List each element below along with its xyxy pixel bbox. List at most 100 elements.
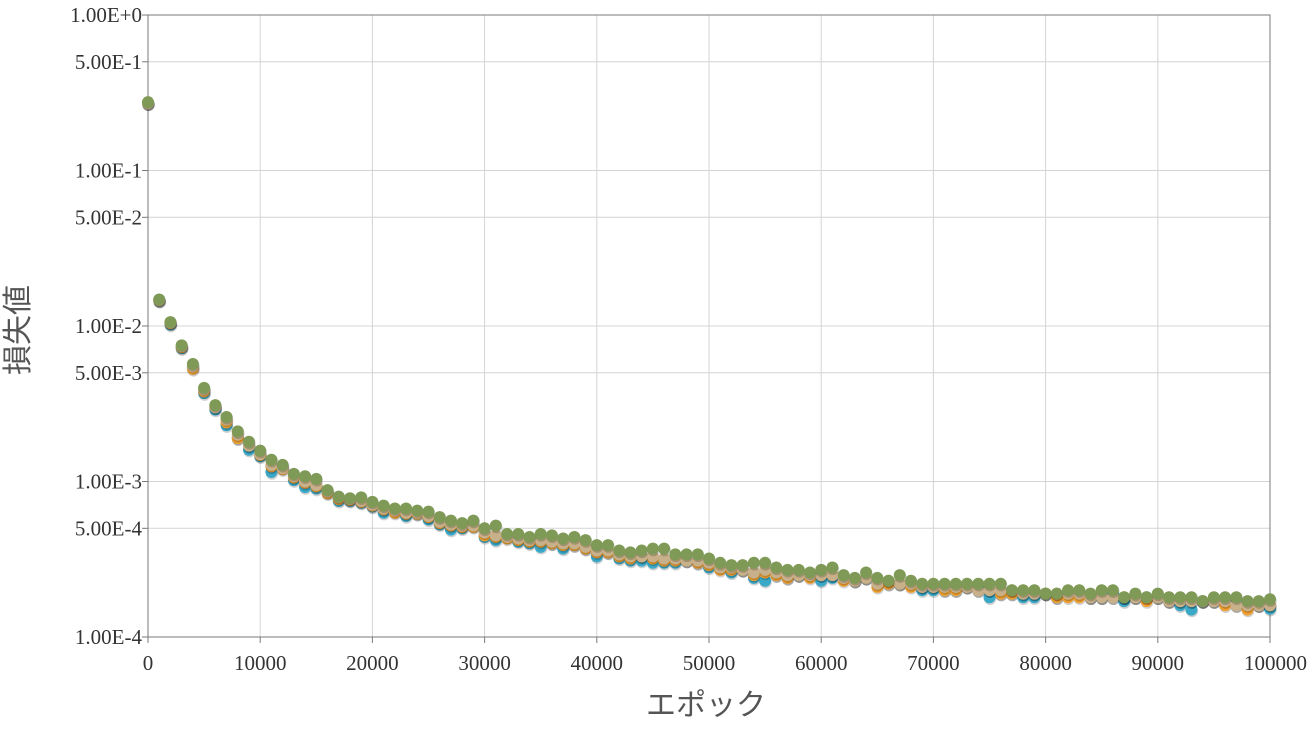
data-point [1017, 584, 1030, 597]
data-point [961, 577, 974, 590]
data-point [1140, 591, 1153, 604]
data-point [1196, 595, 1209, 608]
data-point [467, 514, 480, 527]
y-tick-label: 1.00E+0 [70, 3, 142, 27]
data-point [759, 556, 772, 569]
y-axis-tick-labels: 1.00E+0 5.00E-1 1.00E-1 5.00E-2 1.00E-2 5.00E… [70, 3, 142, 649]
y-tick-label: 5.00E-4 [75, 516, 143, 540]
data-point [287, 467, 300, 480]
data-point [893, 577, 906, 590]
y-tick-label: 1.00E-4 [75, 625, 143, 649]
data-point [332, 490, 345, 503]
data-point [1073, 584, 1086, 597]
data-point [1129, 587, 1142, 600]
data-point [1264, 593, 1276, 606]
data-point [433, 511, 446, 524]
data-point [355, 491, 368, 504]
data-point [489, 519, 502, 532]
data-point [1174, 591, 1187, 604]
data-point [388, 502, 401, 515]
data-point [949, 577, 962, 590]
data-point [568, 530, 581, 543]
data-point [422, 505, 435, 518]
data-point [927, 577, 940, 590]
data-point [747, 566, 760, 579]
data-point [904, 574, 917, 587]
y-tick-label: 5.00E-3 [75, 361, 142, 385]
data-point [624, 546, 637, 559]
x-axis-title: エポック [646, 688, 766, 723]
data-point [1241, 595, 1254, 608]
data-point [186, 357, 199, 370]
data-point [646, 542, 659, 555]
data-point [343, 492, 356, 505]
data-point [366, 495, 379, 508]
data-point [613, 544, 626, 557]
data-point [512, 527, 525, 540]
data-point [1118, 591, 1131, 604]
data-point [254, 444, 267, 457]
data-point [175, 339, 188, 352]
data-point [747, 556, 760, 569]
data-point [164, 316, 177, 329]
y-tick-label: 1.00E-1 [75, 159, 142, 183]
data-point [916, 577, 929, 590]
data-point [1005, 584, 1018, 597]
data-point [994, 577, 1007, 590]
data-point [1095, 584, 1108, 597]
data-point [871, 571, 884, 584]
data-point [534, 527, 547, 540]
x-tick-label: 60000 [795, 651, 848, 675]
x-tick-label: 0 [143, 651, 154, 675]
x-tick-label: 100000 [1244, 651, 1307, 675]
data-point [411, 504, 424, 517]
data-point [220, 410, 233, 423]
data-point [1185, 603, 1198, 616]
data-points [142, 96, 1277, 618]
data-point [321, 484, 334, 497]
data-point [882, 574, 895, 587]
data-point [658, 552, 671, 565]
data-point [1039, 587, 1052, 600]
data-point [938, 577, 951, 590]
data-point [1219, 591, 1232, 604]
data-point [557, 532, 570, 545]
data-point [1207, 591, 1220, 604]
x-tick-label: 80000 [1019, 651, 1072, 675]
data-point [231, 425, 244, 438]
data-point [153, 293, 166, 306]
data-point [792, 563, 805, 576]
data-point [276, 458, 289, 471]
data-point [444, 514, 457, 527]
data-point [848, 571, 861, 584]
x-tick-label: 20000 [346, 651, 399, 675]
data-point [781, 563, 794, 576]
data-point [602, 539, 615, 552]
data-point [209, 399, 222, 412]
data-point [736, 559, 749, 572]
y-tick-label: 5.00E-1 [75, 50, 142, 74]
data-point [759, 574, 772, 587]
data-point [703, 552, 715, 565]
x-tick-label: 50000 [683, 651, 736, 675]
data-point [299, 470, 312, 483]
data-point [635, 544, 648, 557]
x-tick-label: 70000 [907, 651, 960, 675]
data-point [972, 577, 985, 590]
data-point [725, 559, 738, 572]
data-point [1028, 584, 1041, 597]
x-tick-label: 40000 [571, 651, 624, 675]
data-point [1062, 584, 1075, 597]
data-point [501, 527, 514, 540]
data-point [265, 453, 278, 466]
data-point [142, 96, 154, 109]
series-4 [142, 96, 1277, 609]
data-point [242, 435, 255, 448]
data-point [456, 517, 469, 530]
data-point [310, 472, 323, 485]
data-point [1163, 591, 1176, 604]
data-point [1252, 595, 1265, 608]
data-point [1230, 591, 1243, 604]
data-point [377, 499, 390, 512]
